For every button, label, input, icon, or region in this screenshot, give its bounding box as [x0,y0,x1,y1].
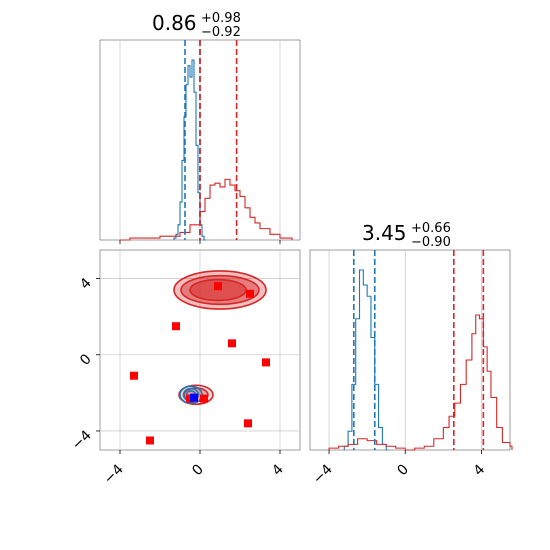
y-tick-label-1-2: 4 [77,275,95,293]
histogram-series-2-0 [343,269,389,451]
red-square-marker-4 [262,358,270,367]
red-square-marker-8 [244,419,252,428]
top-left-title-value: 0.86 [152,11,197,35]
red-square-marker-5 [130,371,138,380]
y-tick-label-1-0: −4 [69,427,95,453]
red-square-marker-7 [146,436,154,445]
panel-bottom-right-frame [309,249,511,451]
top-left-title-plus: +0.98 [201,11,241,26]
bottom-right-title-minus: −0.90 [411,235,451,250]
histogram-series-2-1 [328,314,513,451]
x-tick-label-1-2: 4 [269,461,287,479]
blue-square-marker [190,393,198,402]
bottom-right-title-value: 3.45 [362,221,407,245]
x-tick-label-1-0: −4 [101,461,127,487]
red-square-marker-1 [246,289,254,298]
histogram-series-0-1 [120,178,293,241]
y-tick-label-1-1: 0 [77,351,95,369]
red-square-marker-0 [214,282,222,291]
x-tick-label-2-1: 0 [394,462,412,480]
bottom-right-title-plus: +0.66 [411,221,451,236]
red-square-marker-3 [228,339,236,348]
x-tick-label-1-1: 0 [189,462,207,480]
top-left-title-minus: −0.92 [201,25,241,40]
histogram-series-0-0 [173,59,206,241]
red-square-marker-2 [172,322,180,331]
x-tick-label-2-0: −4 [310,461,336,487]
x-tick-label-2-2: 4 [471,461,489,479]
red-square-marker-6 [200,394,208,403]
